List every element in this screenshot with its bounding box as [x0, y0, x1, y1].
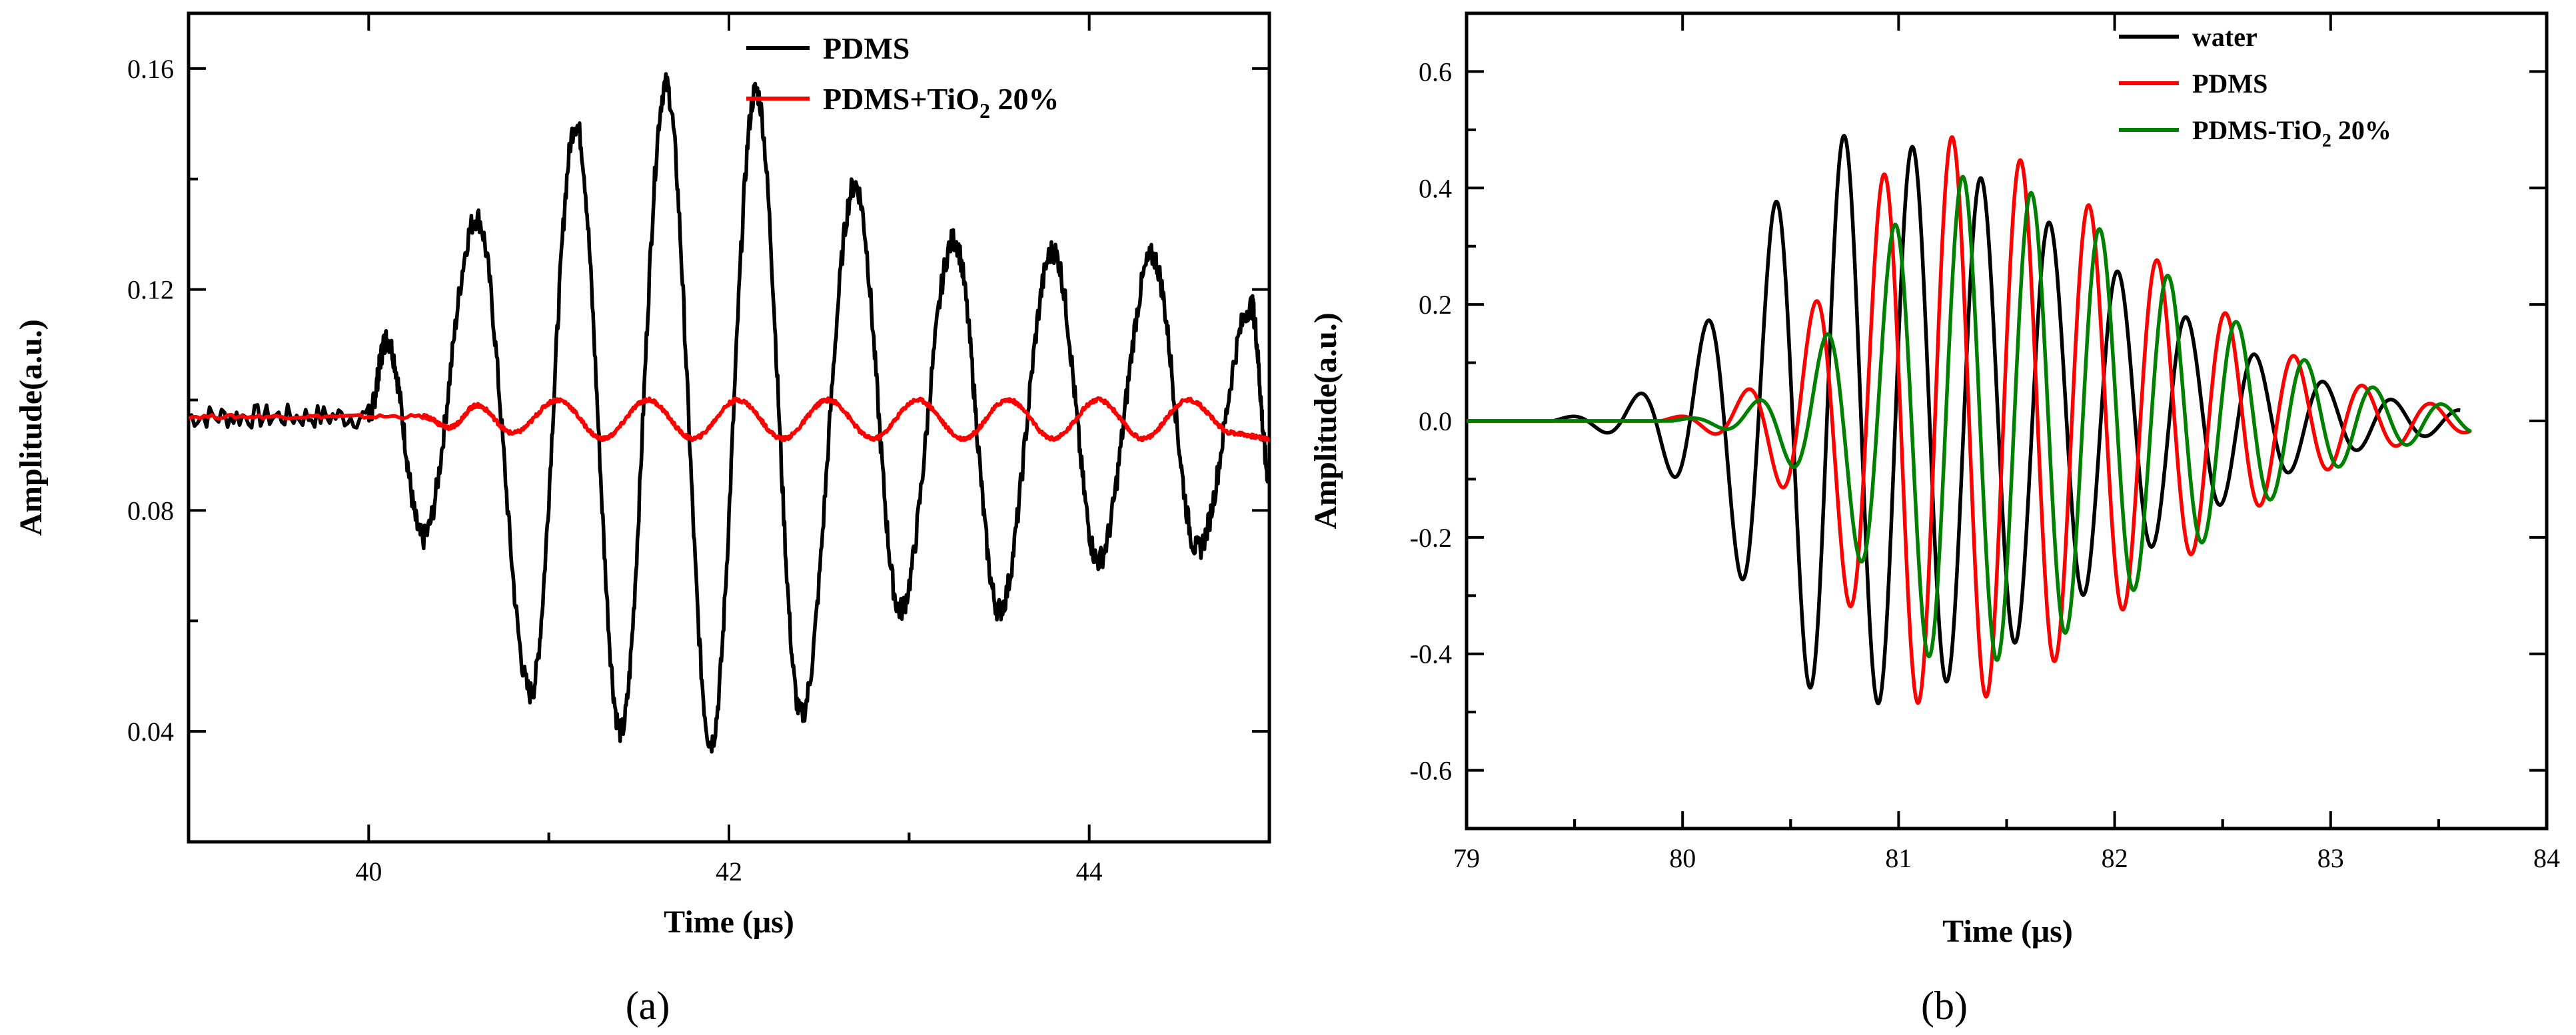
x-tick-label: 82	[2102, 843, 2128, 873]
y-tick-label: 0.2	[1419, 290, 1452, 320]
legend-label: PDMS+TiO2 20%	[823, 82, 1059, 123]
y-axis-title-b: Amplitude(a.u.)	[1308, 312, 1343, 529]
y-tick-label: 0.12	[127, 275, 174, 305]
y-tick-label: 0.16	[127, 54, 174, 84]
x-axis-title-a: Time (μs)	[664, 904, 794, 940]
panel-label-b: (b)	[1921, 984, 1968, 1028]
legend-label: water	[2192, 22, 2257, 52]
x-tick-label: 81	[1885, 843, 1912, 873]
plot-frame-a	[187, 11, 1271, 844]
series-lines-b	[1467, 133, 2473, 705]
x-tick-label: 83	[2317, 843, 2344, 873]
y-axis-title-a: Amplitude(a.u.)	[13, 319, 49, 535]
y-tick-label: -0.2	[1410, 523, 1452, 553]
x-tick-label: 42	[716, 857, 742, 886]
series-line-pdms-tio2-20-	[189, 396, 1269, 443]
x-tick-label: 44	[1076, 857, 1103, 886]
panel-label-a: (a)	[626, 984, 670, 1028]
legend-label: PDMS	[823, 31, 910, 65]
series-line-pdms	[189, 72, 1269, 754]
x-tick-label: 40	[355, 857, 382, 886]
x-axis-title-b: Time (μs)	[1942, 914, 2073, 949]
legend-label: PDMS-TiO2 20%	[2192, 115, 2391, 151]
legend-a: PDMS PDMS+TiO2 20%	[746, 31, 1059, 123]
series-line-water	[1467, 133, 2462, 705]
legend-label: PDMS	[2192, 69, 2267, 99]
y-tick-label: -0.6	[1410, 756, 1452, 786]
y-tick-label: 0.0	[1419, 406, 1452, 436]
y-tick-label: -0.4	[1410, 639, 1452, 669]
y-tick-label: 0.4	[1419, 173, 1452, 203]
series-line-pdms-tio2-20-	[1467, 174, 2473, 662]
legend-b: water PDMS PDMS-TiO2 20%	[2119, 22, 2391, 151]
axis-ticks-b: 79 80 81 82 83 84 -0.6 -0.4 -0.2 0.0 0.2 0.4 0.6	[1410, 12, 2560, 873]
x-tick-label: 80	[1669, 843, 1696, 873]
x-tick-label: 79	[1453, 843, 1480, 873]
chart-a: 40 42 44 0.04 0.08 0.12 0.16 PDMS PDMS+TiO2 20%…	[13, 11, 1271, 1028]
axis-ticks-a: 40 42 44 0.04 0.08 0.12 0.16	[127, 13, 1269, 886]
y-tick-label: 0.6	[1419, 57, 1452, 87]
x-tick-label: 84	[2533, 843, 2560, 873]
series-lines-a	[189, 72, 1269, 754]
y-tick-label: 0.08	[127, 496, 174, 525]
y-tick-label: 0.04	[127, 717, 174, 747]
chart-b: 79 80 81 82 83 84 -0.6 -0.4 -0.2 0.0 0.2 0.4 0.6 wat…	[1308, 11, 2560, 1028]
